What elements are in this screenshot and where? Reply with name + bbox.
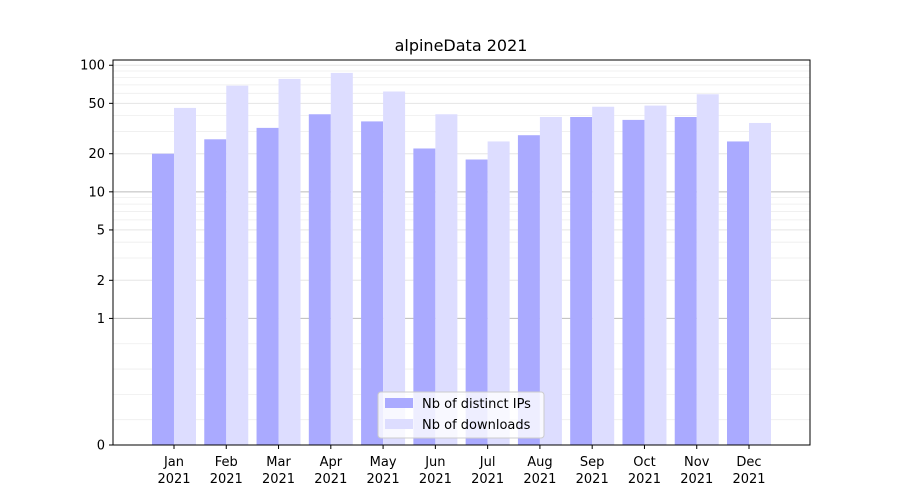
bar xyxy=(517,135,540,445)
x-tick-label: Dec xyxy=(736,455,761,470)
x-tick-label: Nov xyxy=(684,455,710,470)
legend: Nb of distinct IPs Nb of downloads xyxy=(377,391,545,439)
bar xyxy=(361,121,384,445)
y-tick-label: 1 xyxy=(97,312,105,327)
y-tick-label: 2 xyxy=(97,274,105,289)
plot-frame xyxy=(112,59,811,446)
x-tick-sublabel: 2021 xyxy=(314,472,347,487)
bar xyxy=(727,141,750,445)
legend-label: Nb of distinct IPs xyxy=(422,397,531,412)
x-tick-label: Oct xyxy=(633,455,655,470)
y-tick-label: 100 xyxy=(80,59,105,74)
x-tick-label: Jun xyxy=(424,455,445,470)
y-tick-label: 10 xyxy=(88,185,105,200)
x-tick-label: Aug xyxy=(527,455,552,470)
x-tick-label: Jan xyxy=(163,455,184,470)
bar xyxy=(256,127,279,445)
x-tick-sublabel: 2021 xyxy=(157,472,190,487)
bar xyxy=(330,72,353,446)
bar xyxy=(570,117,593,446)
x-tick-sublabel: 2021 xyxy=(471,472,504,487)
bar xyxy=(592,106,615,445)
x-tick-label: Mar xyxy=(266,455,291,470)
y-tick-label: 20 xyxy=(88,147,105,162)
x-tick-label: May xyxy=(370,455,397,470)
bar xyxy=(173,107,196,446)
legend-label: Nb of downloads xyxy=(422,418,531,433)
bar xyxy=(226,85,249,445)
x-tick-sublabel: 2021 xyxy=(680,472,713,487)
bars xyxy=(151,72,772,446)
x-tick-sublabel: 2021 xyxy=(732,472,765,487)
bar xyxy=(204,139,227,445)
y-tick-label: 50 xyxy=(88,97,105,112)
x-tick-sublabel: 2021 xyxy=(628,472,661,487)
y-tick-label: 0 xyxy=(97,439,105,454)
x-tick-sublabel: 2021 xyxy=(367,472,400,487)
bar xyxy=(413,148,436,445)
bar xyxy=(308,114,331,445)
bar xyxy=(435,114,458,445)
bar xyxy=(383,91,406,445)
legend-swatch xyxy=(385,398,413,408)
x-axis: Jan 2021 Feb 2021 Mar 2021 Apr 2021 May 2021 Jun 20… xyxy=(157,445,766,487)
x-tick-sublabel: 2021 xyxy=(262,472,295,487)
legend-box xyxy=(377,391,545,439)
bar xyxy=(696,94,719,446)
x-tick-sublabel: 2021 xyxy=(210,472,243,487)
x-tick-sublabel: 2021 xyxy=(576,472,609,487)
bar xyxy=(644,105,667,446)
x-tick-label: Jul xyxy=(479,455,496,470)
x-tick-label: Feb xyxy=(215,455,238,470)
bar xyxy=(278,78,301,445)
x-tick-sublabel: 2021 xyxy=(523,472,556,487)
bar xyxy=(487,141,510,445)
bar xyxy=(674,117,697,446)
legend-swatch xyxy=(385,419,413,429)
x-tick-sublabel: 2021 xyxy=(419,472,452,487)
y-axis: 0 1 2 5 10 20 50 100 xyxy=(80,59,113,454)
bar xyxy=(622,119,645,445)
x-tick-label: Apr xyxy=(320,455,343,470)
chart-title: alpineData 2021 xyxy=(395,36,528,55)
bar xyxy=(151,153,174,446)
bar xyxy=(749,122,772,445)
x-tick-label: Sep xyxy=(580,455,605,470)
y-tick-label: 5 xyxy=(97,223,105,238)
bar xyxy=(539,117,562,446)
bar xyxy=(465,159,488,445)
